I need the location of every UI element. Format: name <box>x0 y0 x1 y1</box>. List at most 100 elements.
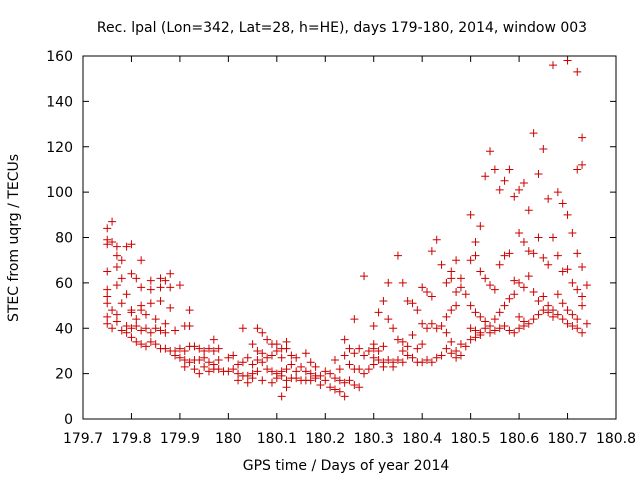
data-point <box>403 351 412 360</box>
data-point <box>403 297 412 306</box>
data-point <box>476 267 485 276</box>
data-point <box>171 351 180 360</box>
data-point <box>292 367 301 376</box>
data-point <box>330 385 339 394</box>
data-point <box>510 328 519 337</box>
data-point <box>553 188 562 197</box>
data-point <box>272 340 281 349</box>
data-point <box>515 312 524 321</box>
data-point <box>132 337 141 346</box>
data-point <box>141 342 150 351</box>
data-point <box>398 358 407 367</box>
data-point <box>529 315 538 324</box>
data-point <box>253 356 262 365</box>
data-point <box>103 292 112 301</box>
data-point <box>573 249 582 258</box>
data-point <box>398 278 407 287</box>
data-point <box>379 342 388 351</box>
data-point <box>510 290 519 299</box>
data-point <box>272 346 281 355</box>
data-point <box>112 317 121 326</box>
data-point <box>282 365 291 374</box>
data-point <box>321 376 330 385</box>
data-point <box>471 238 480 247</box>
data-point <box>141 324 150 333</box>
data-point <box>563 319 572 328</box>
data-point <box>539 306 548 315</box>
data-point <box>510 192 519 201</box>
data-point <box>568 278 577 287</box>
data-point <box>156 274 165 283</box>
data-point <box>287 360 296 369</box>
data-point <box>544 260 553 269</box>
data-point <box>282 376 291 385</box>
y-tick-label: 160 <box>46 49 73 65</box>
data-point <box>534 297 543 306</box>
y-axis-label: STEC from uqrg / TECUs <box>6 154 22 322</box>
data-point <box>418 358 427 367</box>
data-point <box>476 331 485 340</box>
data-point <box>413 344 422 353</box>
data-point <box>452 353 461 362</box>
data-point <box>171 326 180 335</box>
data-point <box>563 56 572 65</box>
data-point <box>524 247 533 256</box>
data-point <box>529 129 538 138</box>
data-point <box>490 326 499 335</box>
data-point <box>486 328 495 337</box>
data-point <box>311 362 320 371</box>
data-point <box>137 283 146 292</box>
data-point <box>374 356 383 365</box>
data-point <box>582 319 591 328</box>
data-point <box>263 353 272 362</box>
data-point <box>539 145 548 154</box>
data-point <box>340 392 349 401</box>
data-point <box>117 256 126 265</box>
data-point <box>335 365 344 374</box>
data-point <box>340 335 349 344</box>
data-point <box>544 194 553 203</box>
data-point <box>238 358 247 367</box>
data-point <box>476 222 485 231</box>
data-point <box>214 356 223 365</box>
data-point <box>471 326 480 335</box>
data-point <box>423 287 432 296</box>
x-tick-label: 180.3 <box>354 431 394 447</box>
data-point <box>553 310 562 319</box>
data-point <box>229 351 238 360</box>
data-point <box>549 61 558 70</box>
x-tick-label: 179.8 <box>111 431 151 447</box>
data-point <box>452 287 461 296</box>
data-point <box>151 340 160 349</box>
data-point <box>490 315 499 324</box>
data-point <box>253 367 262 376</box>
data-point <box>161 328 170 337</box>
data-point <box>146 337 155 346</box>
data-point <box>486 281 495 290</box>
data-point <box>578 301 587 310</box>
data-point <box>292 353 301 362</box>
data-point <box>549 233 558 242</box>
data-point <box>447 337 456 346</box>
data-point <box>408 353 417 362</box>
data-point <box>403 342 412 351</box>
x-tick-label: 180 <box>215 431 242 447</box>
x-tick-label: 180.5 <box>451 431 491 447</box>
data-point <box>563 210 572 219</box>
data-point <box>103 267 112 276</box>
data-point <box>175 344 184 353</box>
data-point <box>578 262 587 271</box>
data-point <box>355 383 364 392</box>
data-point <box>573 285 582 294</box>
data-point <box>316 371 325 380</box>
x-tick-label: 180.2 <box>305 431 345 447</box>
data-point <box>340 378 349 387</box>
data-point <box>413 306 422 315</box>
data-point <box>466 256 475 265</box>
data-point <box>122 290 131 299</box>
data-point <box>195 344 204 353</box>
data-point <box>519 321 528 330</box>
data-point <box>398 337 407 346</box>
data-point <box>573 165 582 174</box>
